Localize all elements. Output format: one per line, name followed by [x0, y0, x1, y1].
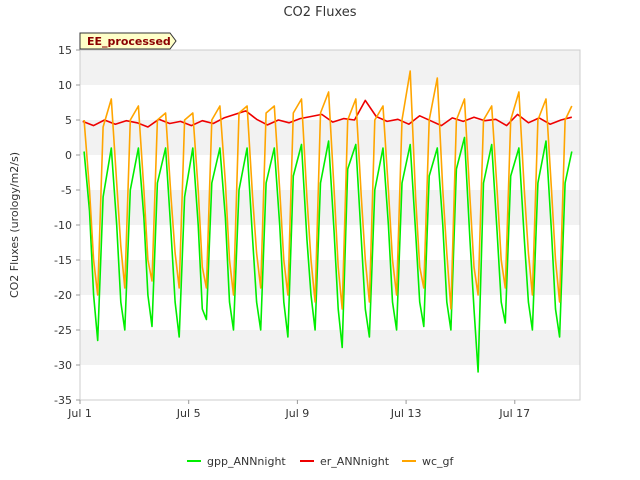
x-tick-label: Jul 1	[67, 407, 92, 420]
y-tick-label: -30	[54, 359, 72, 372]
x-tick-label: Jul 13	[390, 407, 422, 420]
legend-label: er_ANNnight	[320, 455, 390, 468]
y-axis-title: CO2 Fluxes (urology/m2/s)	[8, 152, 21, 298]
chart-legend: gpp_ANNnight er_ANNnight wc_gf	[187, 455, 455, 468]
y-tick-label: 5	[65, 114, 72, 127]
background-band	[80, 260, 580, 295]
x-axis-ticks: Jul 1 Jul 5 Jul 9 Jul 13 Jul 17	[67, 400, 530, 420]
processed-badge: EE_processed	[79, 32, 177, 50]
background-band	[80, 295, 580, 330]
legend-label: gpp_ANNnight	[207, 455, 286, 468]
background-band	[80, 330, 580, 365]
chart-title: CO2 Fluxes	[283, 5, 356, 20]
x-tick-label: Jul 5	[176, 407, 201, 420]
background-band	[80, 50, 580, 85]
background-band	[80, 365, 580, 400]
processed-badge-label: EE_processed	[87, 35, 171, 48]
series-line-er-annnight	[82, 99, 573, 128]
processed-badge-shape	[79, 32, 177, 50]
y-tick-label: -20	[54, 289, 72, 302]
series-lines	[82, 70, 573, 373]
y-tick-label: -15	[54, 254, 72, 267]
x-tick-label: Jul 17	[498, 407, 530, 420]
y-tick-label: 10	[58, 79, 72, 92]
y-tick-label: -5	[61, 184, 72, 197]
y-axis-ticks: -35 -30 -25 -20 -15 -10 -5 0 5 10 15	[54, 44, 80, 407]
series-line-wc-gf	[83, 70, 573, 310]
y-tick-label: 15	[58, 44, 72, 57]
y-tick-label: -35	[54, 394, 72, 407]
series-line-gpp-annnight	[83, 136, 573, 373]
y-tick-label: -25	[54, 324, 72, 337]
x-tick-label: Jul 9	[285, 407, 310, 420]
legend-label: wc_gf	[422, 455, 455, 468]
background-bands	[80, 50, 580, 400]
y-tick-label: -10	[54, 219, 72, 232]
y-tick-label: 0	[65, 149, 72, 162]
